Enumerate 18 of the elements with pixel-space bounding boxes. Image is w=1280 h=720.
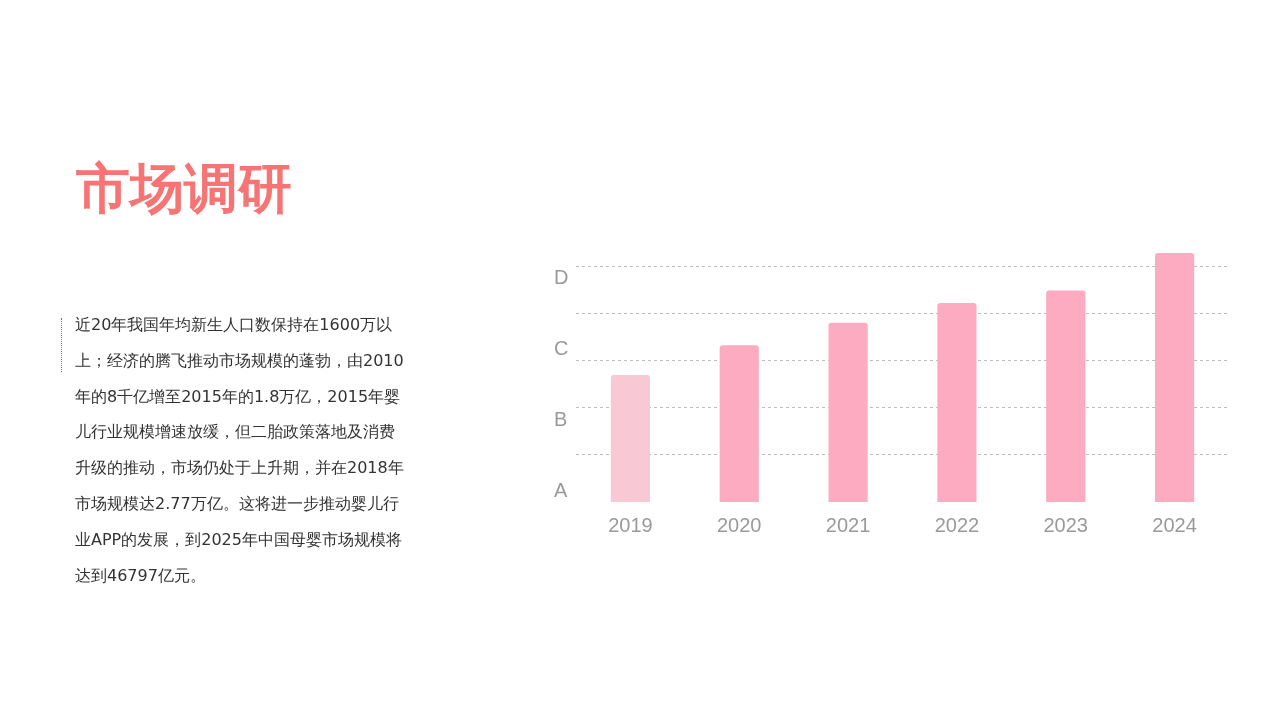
bar — [1046, 290, 1086, 502]
x-tick-label: 2022 — [934, 514, 980, 536]
bar — [828, 322, 868, 502]
x-tick-label: 2020 — [717, 514, 762, 536]
text: A — [554, 479, 568, 501]
bar — [719, 345, 759, 502]
text: C — [554, 337, 569, 359]
x-tick-label: 2021 — [825, 514, 871, 536]
bar — [1154, 253, 1195, 502]
x-tick-label: 2019 — [608, 514, 653, 536]
text: 近20年我国年均新生人口数保持在1600万以上；经济的腾飞推动市场规模的蓬勃，由2010年的8千亿增至2015年的1.8万亿，2015年婴儿行业规模增速放缓，但二胎政策落地及消费升级的推动，市场仍处于上升期，并在2018年市场规模达2.77万亿。这将进一步推动婴儿行业APP的发展，到2025年中国母婴市场规模将达到46797亿元。 — [75, 314, 405, 587]
text: D — [554, 266, 569, 288]
bar — [937, 302, 977, 502]
bar — [610, 375, 651, 502]
x-tick-label: 2024 — [1152, 514, 1197, 536]
text: B — [554, 408, 568, 430]
x-tick-label: 2023 — [1043, 514, 1088, 536]
chart-title: 市场调研 — [76, 157, 292, 220]
